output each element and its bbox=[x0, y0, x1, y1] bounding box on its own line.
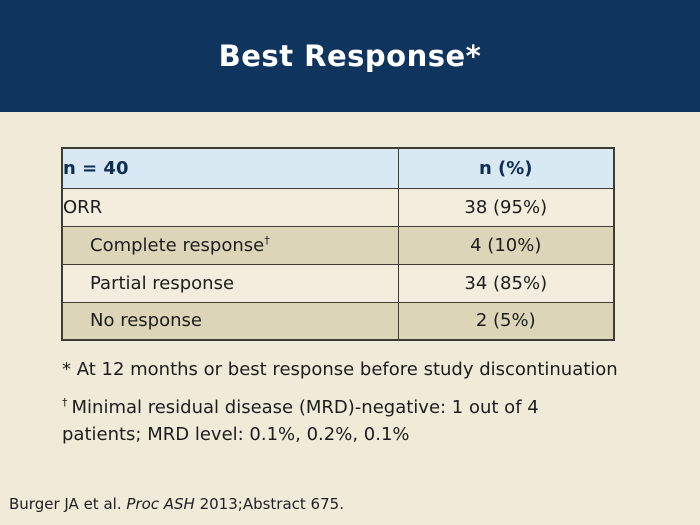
dagger-symbol: † bbox=[62, 396, 68, 409]
dagger-superscript: † bbox=[264, 233, 270, 247]
best-response-table: n = 40 n (%) ORR 38 (95%) Complete respo… bbox=[61, 147, 615, 341]
citation: Burger JA et al. Proc ASH 2013;Abstract … bbox=[9, 495, 344, 513]
footnote-dagger: † Minimal residual disease (MRD)-negative… bbox=[62, 394, 587, 448]
table-row-partial-response: Partial response 34 (85%) bbox=[61, 263, 615, 303]
column-header-n40: n = 40 bbox=[61, 147, 399, 189]
slide-title: Best Response* bbox=[218, 39, 482, 73]
row-value-partial-response: 34 (85%) bbox=[397, 263, 615, 303]
row-label-orr: ORR bbox=[61, 187, 399, 227]
table-header-row: n = 40 n (%) bbox=[61, 147, 615, 189]
citation-prefix: Burger JA et al. bbox=[9, 495, 127, 513]
citation-journal: Proc ASH bbox=[126, 495, 195, 513]
row-label-partial-response: Partial response bbox=[61, 263, 399, 303]
row-label-text: Complete response bbox=[90, 234, 265, 256]
row-value-no-response: 2 (5%) bbox=[397, 301, 615, 341]
row-label-complete-response: Complete response† bbox=[61, 225, 399, 265]
column-header-n-pct: n (%) bbox=[397, 147, 615, 189]
table-row-complete-response: Complete response† 4 (10%) bbox=[61, 225, 615, 265]
row-label-text: ORR bbox=[63, 196, 103, 218]
footnote-asterisk: * At 12 months or best response before s… bbox=[62, 359, 618, 380]
row-value-complete-response: 4 (10%) bbox=[397, 225, 615, 265]
row-label-text: Partial response bbox=[90, 272, 235, 294]
table-row-orr: ORR 38 (95%) bbox=[61, 187, 615, 227]
title-band: Best Response* bbox=[0, 0, 700, 112]
row-value-orr: 38 (95%) bbox=[397, 187, 615, 227]
row-label-no-response: No response bbox=[61, 301, 399, 341]
citation-suffix: 2013;Abstract 675. bbox=[194, 495, 344, 513]
row-label-text: No response bbox=[90, 310, 202, 332]
table-row-no-response: No response 2 (5%) bbox=[61, 301, 615, 341]
footnote-dagger-text: Minimal residual disease (MRD)-negative:… bbox=[62, 397, 539, 445]
